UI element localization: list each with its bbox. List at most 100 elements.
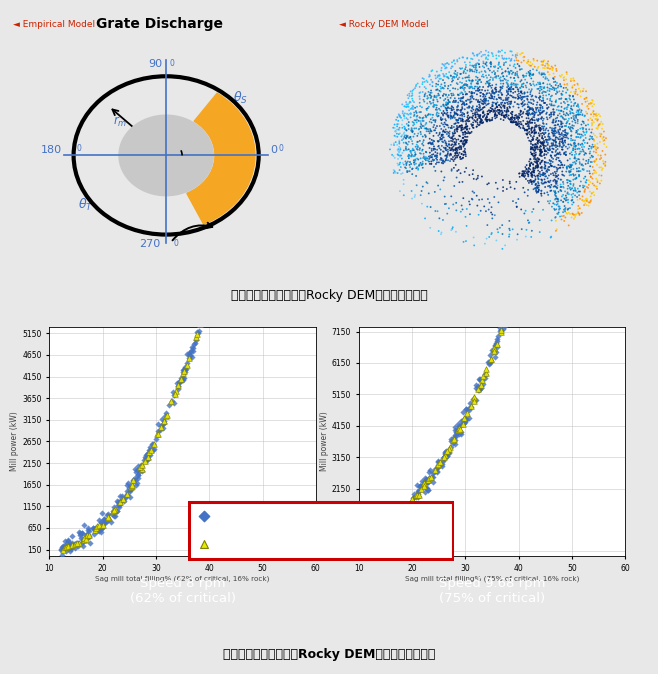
Point [476, 206, 486, 216]
Point [438, 100, 449, 111]
Point [542, 143, 553, 154]
Point [203, 293, 214, 304]
Point [78, 534, 89, 545]
Point [550, 212, 561, 223]
Point [566, 73, 576, 84]
Point [559, 103, 570, 114]
Point [551, 127, 562, 138]
Point [399, 137, 409, 148]
Point [522, 215, 533, 226]
Point [475, 379, 486, 390]
Point [413, 491, 423, 501]
Point [532, 156, 543, 167]
Point [561, 130, 572, 141]
Point [464, 83, 474, 94]
Point [505, 72, 516, 83]
Point [452, 427, 463, 438]
Point [393, 147, 404, 158]
Point [436, 461, 447, 472]
Point [442, 451, 453, 462]
Point [497, 105, 507, 116]
Point [546, 109, 557, 120]
Point [186, 342, 197, 353]
Point [527, 148, 538, 159]
Point [547, 159, 558, 170]
Point [574, 154, 584, 165]
Point [451, 172, 462, 183]
Point [417, 198, 427, 209]
Point [549, 126, 560, 137]
Point [519, 87, 530, 98]
Point [583, 115, 594, 125]
Point [564, 93, 574, 104]
Point [538, 59, 548, 70]
Point [550, 76, 561, 87]
Point [453, 97, 463, 108]
Point [528, 204, 539, 214]
Point [590, 109, 601, 120]
Point [82, 528, 93, 539]
Point [542, 100, 552, 111]
Point [442, 150, 453, 160]
Point [489, 343, 499, 354]
Point [526, 98, 537, 109]
Point [432, 467, 443, 478]
Point [534, 226, 545, 237]
Point [533, 160, 544, 171]
Point [528, 142, 538, 153]
Point [425, 126, 436, 137]
Point [517, 81, 527, 92]
Point [589, 99, 599, 110]
Point [518, 183, 528, 193]
Point [520, 174, 531, 185]
Point [473, 385, 484, 396]
Point [489, 97, 499, 108]
Point [446, 123, 457, 133]
Point [589, 156, 599, 167]
Point [563, 155, 573, 166]
Point [439, 121, 449, 132]
Point [424, 137, 435, 148]
Point [457, 136, 467, 147]
Point [503, 84, 514, 94]
Point [587, 94, 597, 105]
Point [558, 106, 569, 117]
Point [555, 140, 565, 150]
Point [263, 65, 273, 76]
Point [524, 175, 535, 186]
Point [580, 171, 590, 182]
Point [555, 157, 566, 168]
Point [590, 166, 601, 177]
Point [490, 67, 501, 78]
Point [124, 484, 135, 495]
Point [407, 90, 418, 100]
Point [544, 86, 555, 96]
Point [556, 81, 567, 92]
Point [514, 119, 524, 129]
Point [589, 168, 599, 179]
Text: ◄ Rocky DEM Model: ◄ Rocky DEM Model [339, 20, 428, 29]
Point [544, 176, 554, 187]
Point [459, 139, 470, 150]
Point [532, 160, 542, 171]
Point [415, 159, 425, 170]
Point [460, 417, 470, 427]
Point [524, 71, 535, 82]
Point [536, 124, 547, 135]
Point [550, 140, 561, 150]
Point [559, 210, 569, 221]
Point [211, 269, 221, 280]
Point [523, 110, 534, 121]
Point [586, 188, 597, 199]
Point [520, 257, 531, 268]
Point [535, 148, 545, 158]
Point [433, 180, 443, 191]
Point [500, 113, 511, 123]
Point [404, 133, 415, 144]
Point [270, 28, 281, 39]
Point [561, 121, 571, 131]
Point [516, 106, 526, 117]
Point [476, 94, 486, 105]
Point [103, 512, 113, 523]
Point [570, 158, 581, 169]
